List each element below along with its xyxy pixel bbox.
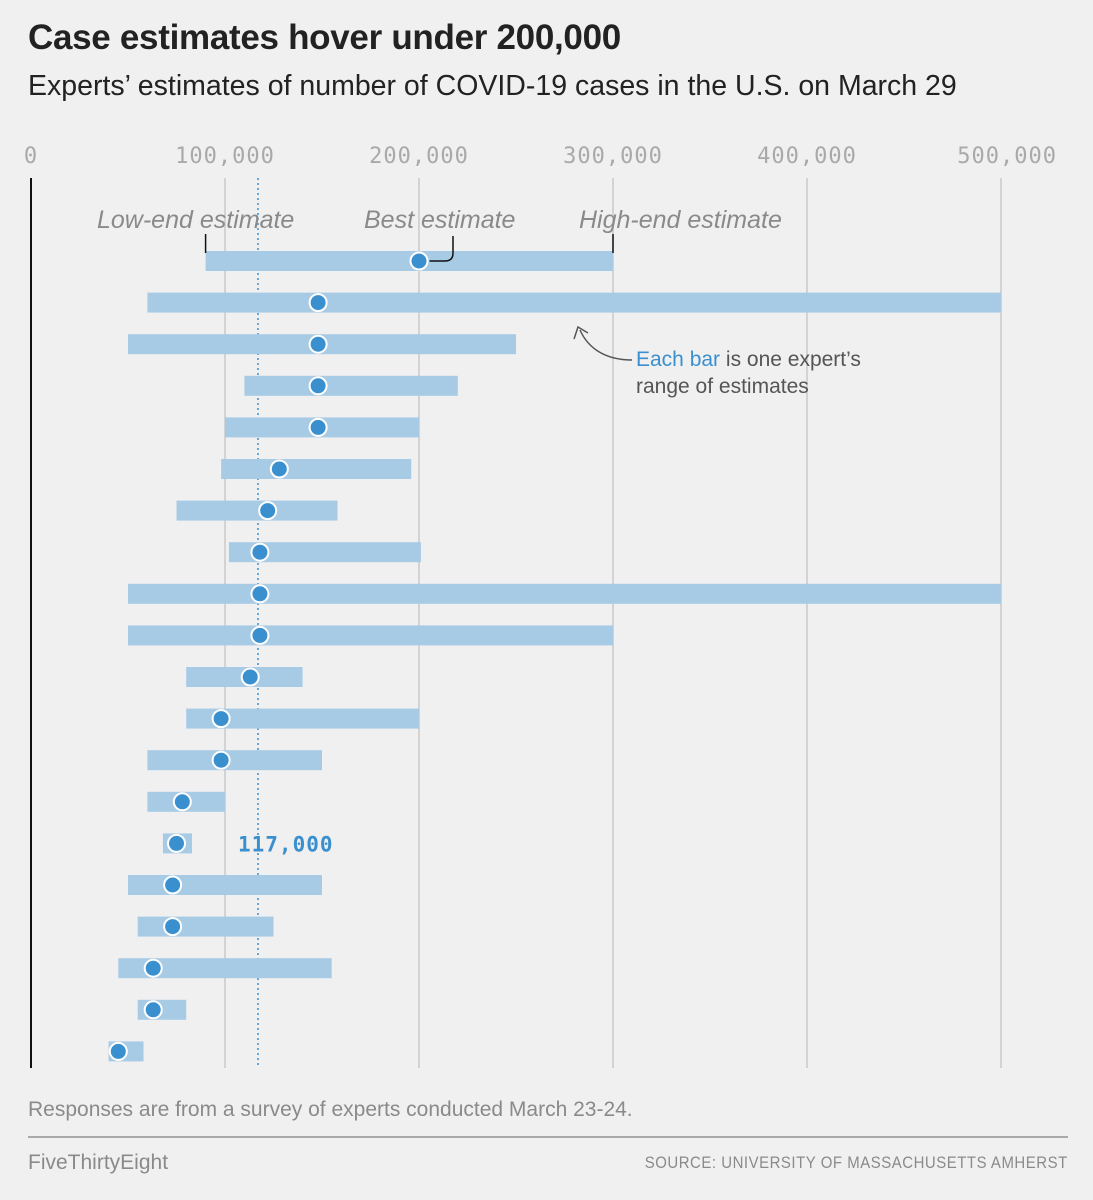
x-axis-tick-labels: 0 100,000 200,000 300,000 400,000 500,000 [24, 144, 1057, 169]
median-label: 117,000 [238, 832, 334, 856]
note-rest: is one expert’s [720, 348, 861, 371]
best-estimate-dot [409, 251, 429, 271]
source-credit: SOURCE: UNIVERSITY OF MASSACHUSETTS AMHE… [644, 1153, 1068, 1172]
estimate-range-bar [176, 500, 338, 521]
chart-subtitle: Experts’ estimates of number of COVID-19… [28, 70, 957, 102]
best-estimate-dot [258, 501, 278, 521]
best-estimate-dot [308, 334, 328, 354]
estimate-bars [108, 251, 1001, 1062]
footer-divider [28, 1136, 1068, 1138]
x-tick-label: 300,000 [563, 144, 663, 169]
legend-high-label: High-end estimate [579, 206, 782, 234]
best-estimate-dot [143, 958, 163, 978]
legend-low-label: Low-end estimate [97, 206, 294, 234]
estimate-range-bar [128, 875, 322, 895]
range-chart: 0 100,000 200,000 300,000 400,000 500,000 117… [24, 144, 1057, 1068]
best-estimate-dot [163, 875, 183, 895]
bar-explanation-note: Each bar is one expert’s range of estima… [573, 325, 861, 398]
best-estimate-dot [211, 750, 231, 770]
note-line-1: Each bar is one expert’s [636, 348, 861, 371]
legend-best-connector [429, 236, 454, 262]
best-estimate-dot [240, 667, 260, 687]
best-estimate-dot [250, 542, 270, 562]
best-estimate-dot [250, 625, 270, 645]
best-estimate-dot [108, 1041, 128, 1061]
estimate-range-bar [205, 251, 613, 271]
estimate-range-bar [118, 958, 332, 979]
x-tick-label: 400,000 [757, 144, 857, 169]
best-estimate-dot [250, 584, 270, 604]
note-line-2: range of estimates [636, 375, 809, 398]
note-arrow [579, 329, 633, 361]
estimate-range-bar [128, 625, 613, 646]
estimate-range-bar [147, 292, 1001, 313]
best-estimate-dot [172, 792, 192, 812]
estimate-range-bar [221, 459, 412, 479]
best-estimate-dots [108, 251, 429, 1061]
estimate-range-bar [244, 375, 458, 396]
footnote: Responses are from a survey of experts c… [28, 1098, 633, 1121]
x-tick-label: 200,000 [369, 144, 469, 169]
legend-annotation: Low-end estimate Best estimate High-end … [97, 206, 782, 262]
note-arrow-head [573, 325, 589, 340]
best-estimate-dot [163, 917, 183, 937]
best-estimate-dot [269, 459, 289, 479]
x-tick-label: 500,000 [957, 144, 1057, 169]
estimate-range-bar [128, 583, 1001, 604]
estimate-range-bar [186, 708, 419, 729]
best-estimate-dot [143, 1000, 163, 1020]
best-estimate-dot [308, 293, 328, 313]
estimate-range-bar [228, 542, 421, 563]
x-tick-label: 0 [24, 144, 38, 169]
brand-credit: FiveThirtyEight [28, 1151, 169, 1174]
estimate-range-bar [137, 916, 274, 937]
note-accent: Each bar [636, 348, 720, 371]
best-estimate-dot [167, 833, 186, 853]
legend-best-label: Best estimate [364, 206, 515, 234]
best-estimate-dot [211, 709, 231, 729]
estimate-range-bar [147, 750, 322, 771]
chart-title: Case estimates hover under 200,000 [28, 18, 621, 57]
best-estimate-dot [308, 417, 328, 437]
best-estimate-dot [308, 376, 328, 396]
x-tick-label: 100,000 [175, 144, 275, 169]
